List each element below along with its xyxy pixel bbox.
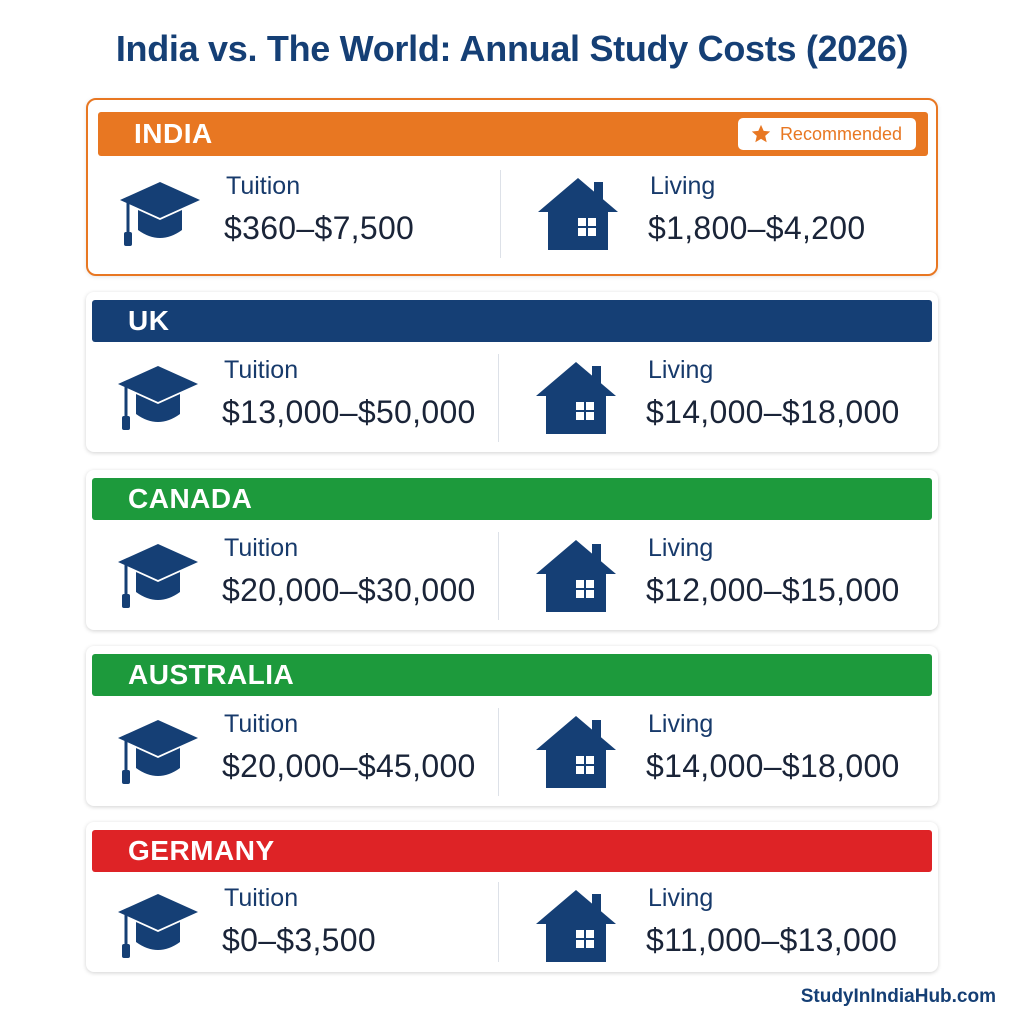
tuition-label: Tuition [224, 710, 299, 738]
living-cell: Living $14,000–$18,000 [532, 704, 912, 800]
graduation-cap-icon [118, 894, 198, 958]
recommended-badge: Recommended [737, 118, 916, 150]
tuition-label: Tuition [226, 172, 301, 200]
country-header-australia: AUSTRALIA [92, 654, 932, 696]
country-card-canada: CANADA Tuition $20,000–$30,000 Living $1… [86, 470, 938, 630]
graduation-cap-icon [118, 544, 198, 608]
country-header-uk: UK [92, 300, 932, 342]
graduation-cap-icon [120, 182, 200, 246]
living-value: $12,000–$15,000 [646, 572, 900, 608]
tuition-label: Tuition [224, 534, 299, 562]
footer-site-link[interactable]: StudyInIndiaHub.com [800, 986, 996, 1007]
country-name: CANADA [128, 483, 253, 514]
country-name: INDIA [134, 118, 213, 149]
living-label: Living [650, 172, 716, 200]
divider [498, 532, 499, 620]
living-cell: Living $1,800–$4,200 [534, 166, 914, 262]
tuition-value: $13,000–$50,000 [222, 394, 476, 430]
page-title: India vs. The World: Annual Study Costs … [115, 28, 909, 69]
living-value: $14,000–$18,000 [646, 394, 900, 430]
country-card-india: INDIA Recommended Tuition $360–$7,500 Li… [86, 98, 938, 276]
house-icon [536, 716, 616, 788]
country-card-germany: GERMANY Tuition $0–$3,500 Living $11,000… [86, 822, 938, 972]
house-icon [536, 362, 616, 434]
graduation-cap-icon [118, 720, 198, 784]
tuition-cell: Tuition $360–$7,500 [118, 166, 498, 262]
tuition-cell: Tuition $13,000–$50,000 [116, 350, 496, 446]
badge-label: Recommended [779, 123, 902, 144]
divider [498, 882, 499, 962]
divider [500, 170, 501, 258]
living-label: Living [648, 710, 714, 738]
star-icon [751, 124, 771, 143]
living-value: $1,800–$4,200 [648, 210, 866, 246]
country-name: GERMANY [128, 835, 275, 866]
house-icon [536, 890, 616, 962]
divider [498, 708, 499, 796]
tuition-label: Tuition [224, 356, 299, 384]
living-label: Living [648, 884, 714, 912]
graduation-cap-icon [118, 366, 198, 430]
house-icon [538, 178, 618, 250]
living-value: $11,000–$13,000 [646, 922, 898, 958]
country-name: AUSTRALIA [128, 659, 295, 690]
tuition-value: $360–$7,500 [224, 210, 415, 246]
house-icon [536, 540, 616, 612]
country-card-australia: AUSTRALIA Tuition $20,000–$45,000 Living… [86, 646, 938, 806]
country-header-canada: CANADA [92, 478, 932, 520]
living-value: $14,000–$18,000 [646, 748, 900, 784]
tuition-cell: Tuition $20,000–$45,000 [116, 704, 496, 800]
tuition-cell: Tuition $20,000–$30,000 [116, 528, 496, 624]
living-label: Living [648, 356, 714, 384]
country-name: UK [128, 305, 170, 336]
living-cell: Living $14,000–$18,000 [532, 350, 912, 446]
tuition-cell: Tuition $0–$3,500 [116, 878, 496, 974]
living-label: Living [648, 534, 714, 562]
tuition-value: $20,000–$30,000 [222, 572, 476, 608]
tuition-value: $0–$3,500 [222, 922, 376, 958]
living-cell: Living $12,000–$15,000 [532, 528, 912, 624]
divider [498, 354, 499, 442]
country-card-uk: UK Tuition $13,000–$50,000 Living $14,00… [86, 292, 938, 452]
country-header-germany: GERMANY [92, 830, 932, 872]
country-header-india: INDIA Recommended [98, 112, 928, 156]
living-cell: Living $11,000–$13,000 [532, 878, 912, 974]
tuition-label: Tuition [224, 884, 299, 912]
tuition-value: $20,000–$45,000 [222, 748, 476, 784]
